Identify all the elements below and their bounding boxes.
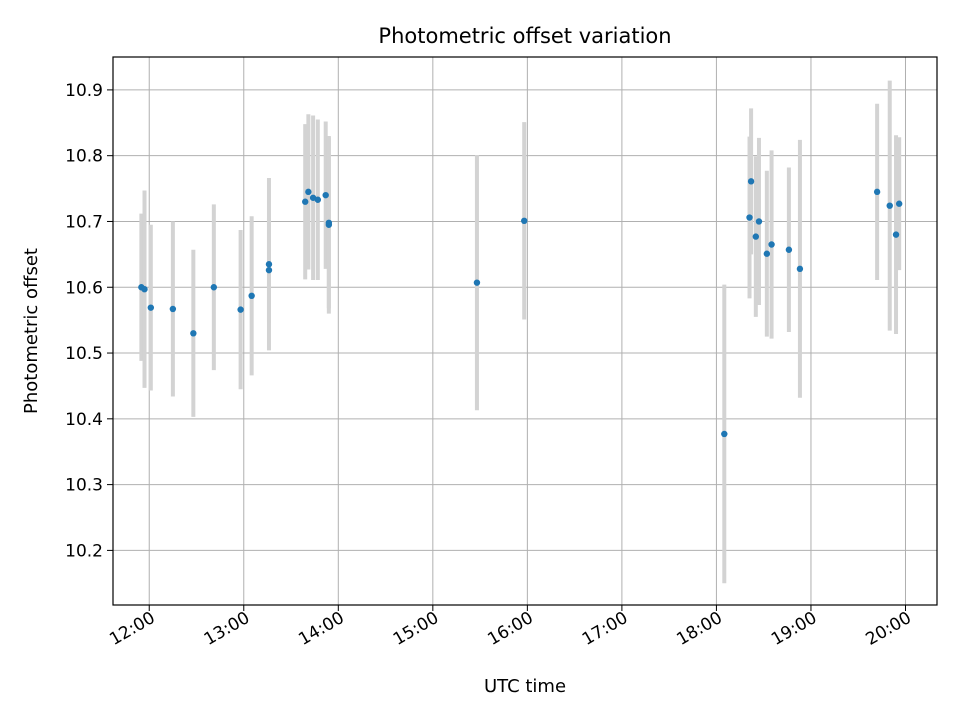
data-point bbox=[305, 188, 312, 196]
data-point bbox=[895, 200, 903, 207]
x-axis-label: UTC time bbox=[484, 676, 566, 697]
data-point bbox=[892, 231, 900, 238]
data-point bbox=[322, 191, 329, 199]
data-point bbox=[314, 196, 322, 203]
data-point bbox=[325, 219, 333, 226]
data-point bbox=[785, 246, 793, 253]
y-tick-label: 10.4 bbox=[65, 410, 103, 430]
data-point bbox=[302, 198, 309, 205]
data-point bbox=[265, 266, 273, 274]
data-point bbox=[210, 284, 218, 291]
y-tick-label: 10.3 bbox=[65, 476, 103, 496]
data-point bbox=[141, 286, 148, 293]
data-point bbox=[768, 241, 775, 248]
y-tick-label: 10.2 bbox=[65, 541, 103, 561]
chart-title: Photometric offset variation bbox=[378, 24, 671, 48]
data-point bbox=[473, 279, 481, 286]
data-point bbox=[886, 202, 893, 209]
data-point bbox=[755, 218, 763, 225]
data-point bbox=[746, 214, 753, 221]
data-point bbox=[248, 292, 255, 300]
data-point bbox=[747, 178, 755, 185]
y-tick-label: 10.9 bbox=[65, 81, 103, 101]
data-point bbox=[169, 305, 177, 313]
y-tick-label: 10.7 bbox=[65, 212, 103, 232]
data-point bbox=[190, 330, 197, 337]
data-point bbox=[873, 188, 881, 196]
data-point bbox=[521, 217, 528, 225]
data-points bbox=[138, 178, 903, 438]
y-tick-label: 10.5 bbox=[65, 344, 103, 364]
data-point bbox=[237, 306, 244, 313]
data-point bbox=[752, 233, 760, 240]
data-point bbox=[796, 265, 804, 273]
y-tick-label: 10.8 bbox=[65, 147, 103, 167]
plot-frame bbox=[112, 56, 938, 606]
data-point bbox=[265, 261, 273, 268]
data-point bbox=[147, 304, 155, 311]
y-tick-label: 10.6 bbox=[65, 278, 103, 298]
data-point bbox=[721, 430, 728, 438]
data-point bbox=[763, 250, 771, 257]
y-axis-label: Photometric offset bbox=[21, 248, 42, 414]
